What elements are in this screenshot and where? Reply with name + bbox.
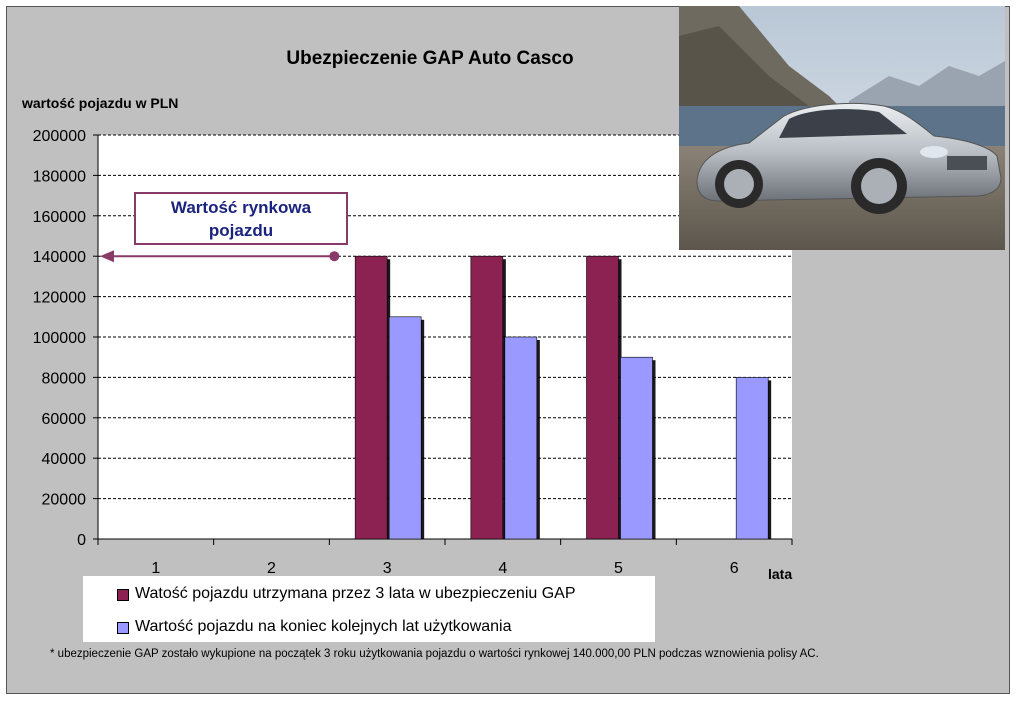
legend-swatch-value xyxy=(117,622,129,634)
y-tick-label: 100000 xyxy=(33,330,86,347)
legend-label-gap: Watość pojazdu utrzymana przez 3 lata w … xyxy=(135,585,576,602)
bar-gap-year-4 xyxy=(470,255,504,540)
y-axis-label: wartość pojazdu w PLN xyxy=(22,95,179,111)
legend-label-value: Wartość pojazdu na koniec kolejnych lat … xyxy=(135,618,512,635)
y-tick-label: 140000 xyxy=(33,249,86,266)
y-tick-label: 40000 xyxy=(42,451,87,468)
x-tick-label: 3 xyxy=(383,560,392,577)
market-value-callout: Wartość rynkowa pojazdu xyxy=(134,192,348,245)
car-photo xyxy=(679,6,1005,250)
x-tick-label: 4 xyxy=(498,560,507,577)
bar-value-year-6 xyxy=(735,377,769,540)
y-tick-label: 160000 xyxy=(33,209,86,226)
y-tick-label: 200000 xyxy=(33,128,86,145)
footnote: * ubezpieczenie GAP zostało wykupione na… xyxy=(50,648,819,660)
x-tick-label: 5 xyxy=(614,560,623,577)
x-tick-label: 6 xyxy=(730,560,739,577)
market-value-arrow-dot xyxy=(329,251,340,262)
y-tick-label: 80000 xyxy=(42,370,87,387)
legend-swatch-gap xyxy=(117,589,129,601)
bar-value-year-5 xyxy=(620,356,653,540)
y-tick-label: 120000 xyxy=(33,290,86,307)
chart-title: Ubezpieczenie GAP Auto Casco xyxy=(286,48,574,69)
bar-gap-year-5 xyxy=(586,255,619,540)
x-tick-label: 1 xyxy=(151,560,160,577)
car-photo-illustration xyxy=(679,6,1005,250)
bar-value-year-3 xyxy=(388,316,422,540)
callout-line-2: pojazdu xyxy=(208,221,274,240)
x-tick-label: 2 xyxy=(267,560,276,577)
bar-gap-year-3 xyxy=(354,255,388,540)
x-axis-label: lata xyxy=(768,566,793,582)
callout-line-1: Wartość rynkowa xyxy=(170,198,312,217)
market-value-arrow-head xyxy=(100,250,114,263)
bar-value-year-4 xyxy=(504,336,538,540)
y-tick-label: 0 xyxy=(77,532,86,549)
y-tick-label: 180000 xyxy=(33,168,86,185)
y-tick-label: 20000 xyxy=(42,492,87,509)
chart-legend: Watość pojazdu utrzymana przez 3 lata w … xyxy=(83,576,655,642)
y-tick-label: 60000 xyxy=(42,411,87,428)
